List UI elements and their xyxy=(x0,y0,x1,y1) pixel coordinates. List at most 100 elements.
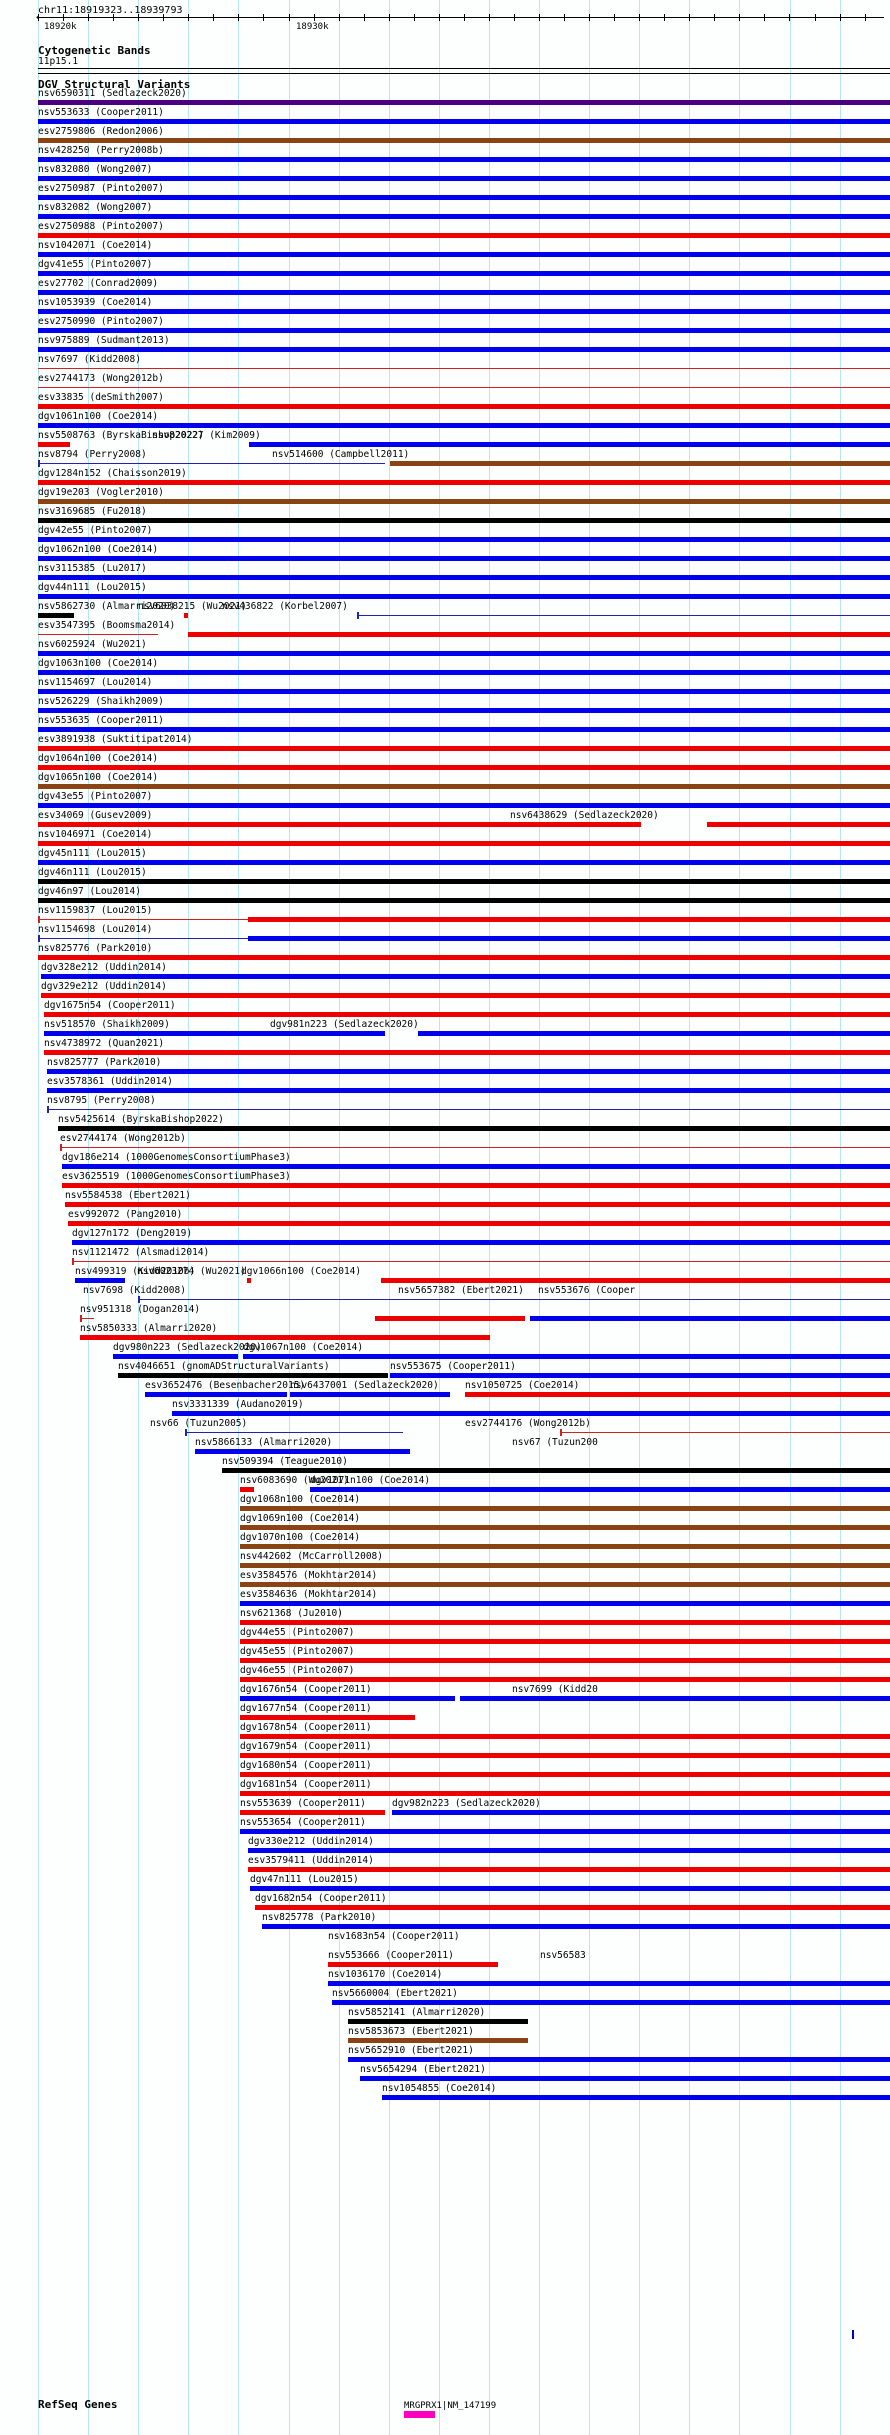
variant-bar[interactable] xyxy=(38,765,890,770)
variant-label[interactable]: dgv44n111 (Lou2015) xyxy=(38,582,147,593)
variant-label[interactable]: nsv7698 (Kidd2008) xyxy=(83,1285,186,1296)
variant-bar[interactable] xyxy=(38,898,890,903)
variant-bar[interactable] xyxy=(390,461,890,466)
variant-bar[interactable] xyxy=(360,2076,890,2081)
variant-bar[interactable] xyxy=(38,100,890,105)
variant-bar[interactable] xyxy=(240,1810,385,1815)
variant-label[interactable]: nsv832080 (Wong2007) xyxy=(38,164,153,175)
variant-label[interactable]: dgv46e55 (Pinto2007) xyxy=(240,1665,355,1676)
variant-bar[interactable] xyxy=(38,271,890,276)
variant-bar-thin[interactable] xyxy=(185,1432,403,1433)
variant-bar[interactable] xyxy=(38,347,890,352)
variant-label[interactable]: nsv6023274 (Wu2021) xyxy=(137,1266,246,1277)
variant-label[interactable]: nsv553654 (Cooper2011) xyxy=(240,1817,366,1828)
variant-label[interactable]: nsv832082 (Wong2007) xyxy=(38,202,153,213)
variant-bar[interactable] xyxy=(38,252,890,257)
variant-bar[interactable] xyxy=(248,1848,890,1853)
variant-label[interactable]: dgv1675n54 (Cooper2011) xyxy=(44,1000,176,1011)
variant-label[interactable]: dgv1682n54 (Cooper2011) xyxy=(255,1893,387,1904)
variant-label[interactable]: dgv328e212 (Uddin2014) xyxy=(41,962,167,973)
variant-label[interactable]: nsv56583 xyxy=(540,1950,586,1961)
variant-bar[interactable] xyxy=(390,1373,890,1378)
variant-bar[interactable] xyxy=(240,1487,254,1492)
variant-label[interactable]: nsv6038215 (Wu2021) xyxy=(138,601,247,612)
variant-label[interactable]: nsv1053939 (Coe2014) xyxy=(38,297,153,308)
variant-label[interactable]: dgv1061n100 (Coe2014) xyxy=(38,411,159,422)
variant-bar-thin[interactable] xyxy=(72,1261,890,1262)
variant-bar[interactable] xyxy=(47,1069,890,1074)
variant-bar[interactable] xyxy=(145,1392,287,1397)
variant-bar-thin[interactable] xyxy=(38,938,248,939)
variant-label[interactable]: nsv4046651 (gnomADStructuralVariants) xyxy=(118,1361,330,1372)
variant-label[interactable]: nsv66 (Tuzun2005) xyxy=(150,1418,248,1429)
variant-bar[interactable] xyxy=(38,157,890,162)
variant-label[interactable]: dgv186e214 (1000GenomesConsortiumPhase3) xyxy=(62,1152,291,1163)
variant-label[interactable]: esv33835 (deSmith2007) xyxy=(38,392,164,403)
variant-bar[interactable] xyxy=(328,1981,890,1986)
variant-label[interactable]: esv3578361 (Uddin2014) xyxy=(47,1076,173,1087)
variant-label[interactable]: nsv553635 (Cooper2011) xyxy=(38,715,164,726)
variant-bar[interactable] xyxy=(348,2057,890,2062)
variant-bar[interactable] xyxy=(62,1164,890,1169)
variant-label[interactable]: nsv6083690 (Wu2021) xyxy=(240,1475,349,1486)
variant-bar[interactable] xyxy=(240,1620,890,1625)
variant-label[interactable]: esv2744174 (Wong2012b) xyxy=(60,1133,186,1144)
variant-bar[interactable] xyxy=(184,613,188,618)
variant-label[interactable]: dgv1062n100 (Coe2014) xyxy=(38,544,159,555)
variant-label[interactable]: nsv514600 (Campbell2011) xyxy=(272,449,410,460)
variant-label[interactable]: dgv44e55 (Pinto2007) xyxy=(240,1627,355,1638)
variant-bar[interactable] xyxy=(248,1867,890,1872)
variant-bar[interactable] xyxy=(38,955,890,960)
variant-label[interactable]: nsv6590311 (Sedlazeck2020) xyxy=(38,88,187,99)
variant-bar[interactable] xyxy=(240,1639,890,1644)
variant-bar[interactable] xyxy=(332,2000,890,2005)
variant-label[interactable]: nsv825777 (Park2010) xyxy=(47,1057,162,1068)
variant-label[interactable]: nsv8794 (Perry2008) xyxy=(38,449,147,460)
variant-bar[interactable] xyxy=(38,195,890,200)
variant-bar[interactable] xyxy=(38,822,641,827)
variant-label[interactable]: nsv5584538 (Ebert2021) xyxy=(65,1190,191,1201)
variant-label[interactable]: nsv5657382 (Ebert2021) xyxy=(398,1285,524,1296)
variant-bar[interactable] xyxy=(38,594,890,599)
variant-bar-thin[interactable] xyxy=(60,1147,890,1148)
variant-label[interactable]: dgv1678n54 (Cooper2011) xyxy=(240,1722,372,1733)
variant-label[interactable]: esv3584576 (Mokhtar2014) xyxy=(240,1570,378,1581)
variant-bar[interactable] xyxy=(38,670,890,675)
variant-bar[interactable] xyxy=(38,442,70,447)
variant-label[interactable]: nsv1154697 (Lou2014) xyxy=(38,677,153,688)
refseq-gene-bar[interactable] xyxy=(404,2411,435,2418)
variant-bar[interactable] xyxy=(38,860,890,865)
variant-bar[interactable] xyxy=(240,1753,890,1758)
variant-label[interactable]: dgv1284n152 (Chaisson2019) xyxy=(38,468,187,479)
variant-label[interactable]: dgv1067n100 (Coe2014) xyxy=(243,1342,364,1353)
variant-bar-thin[interactable] xyxy=(38,368,890,369)
variant-label[interactable]: esv2744173 (Wong2012b) xyxy=(38,373,164,384)
variant-label[interactable]: nsv1121472 (Alsmadi2014) xyxy=(72,1247,210,1258)
variant-label[interactable]: dgv980n223 (Sedlazeck2020) xyxy=(113,1342,262,1353)
variant-bar[interactable] xyxy=(58,1126,890,1131)
variant-label[interactable]: nsv526229 (Shaikh2009) xyxy=(38,696,164,707)
variant-label[interactable]: nsv6025924 (Wu2021) xyxy=(38,639,147,650)
variant-bar-thin[interactable] xyxy=(38,634,158,635)
variant-bar[interactable] xyxy=(38,480,890,485)
variant-label[interactable]: dgv42e55 (Pinto2007) xyxy=(38,525,153,536)
variant-label[interactable]: nsv7697 (Kidd2008) xyxy=(38,354,141,365)
variant-label[interactable]: nsv3115385 (Lu2017) xyxy=(38,563,147,574)
variant-bar[interactable] xyxy=(113,1354,238,1359)
variant-bar[interactable] xyxy=(38,803,890,808)
variant-bar[interactable] xyxy=(392,1810,890,1815)
variant-bar[interactable] xyxy=(38,404,890,409)
variant-label[interactable]: nsv5866133 (Almarri2020) xyxy=(195,1437,333,1448)
variant-bar[interactable] xyxy=(38,746,890,751)
variant-bar[interactable] xyxy=(68,1221,890,1226)
variant-label[interactable]: dgv46n97 (Lou2014) xyxy=(38,886,141,897)
variant-bar[interactable] xyxy=(240,1715,415,1720)
variant-label[interactable]: esv3579411 (Uddin2014) xyxy=(248,1855,374,1866)
variant-label[interactable]: nsv428250 (Perry2008b) xyxy=(38,145,164,156)
variant-label[interactable]: dgv1063n100 (Coe2014) xyxy=(38,658,159,669)
variant-bar[interactable] xyxy=(240,1734,890,1739)
variant-bar[interactable] xyxy=(247,1278,251,1283)
variant-label[interactable]: nsv509394 (Teague2010) xyxy=(222,1456,348,1467)
variant-bar[interactable] xyxy=(310,1487,890,1492)
variant-label[interactable]: nsv1036170 (Coe2014) xyxy=(328,1969,443,1980)
